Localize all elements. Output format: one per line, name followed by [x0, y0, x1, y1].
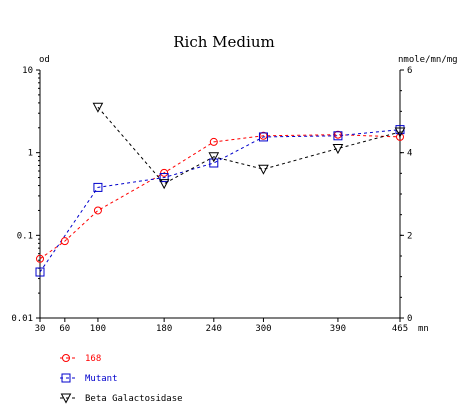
legend-marker: [60, 393, 72, 404]
data-point-series-1: [93, 206, 102, 215]
data-point-series-3: [258, 164, 269, 175]
data-point-series-1: [60, 237, 69, 246]
y-left-axis-label: od: [39, 55, 50, 65]
x-axis-label: mn: [418, 324, 429, 334]
data-point-series-3: [92, 102, 104, 113]
data-point-series-2: [333, 131, 343, 141]
y-right-tick-label: 2: [407, 231, 412, 241]
data-point-series-2: [93, 182, 103, 192]
data-point-series-2: [159, 173, 169, 183]
data-point-series-1: [160, 168, 169, 177]
y-right-tick-label: 6: [407, 66, 412, 76]
legend-label: Beta Galactosidase: [85, 394, 183, 404]
data-point-series-3: [208, 152, 220, 163]
legend: 168 Mutant Beta Galactosidase: [60, 354, 183, 404]
x-tick-label: 465: [392, 324, 408, 334]
series-lines: [39, 106, 401, 273]
y-right-tick-label: 4: [407, 149, 412, 159]
data-point-series-2: [258, 132, 268, 142]
data-point-series-3: [158, 179, 170, 190]
series-markers: [35, 102, 406, 277]
data-point-series-1: [209, 137, 218, 146]
data-point-series-2: [35, 267, 45, 277]
data-point-series-3: [332, 144, 344, 155]
data-point-series-1: [36, 254, 44, 263]
x-tick-label: 30: [35, 324, 46, 334]
x-tick-label: 60: [59, 324, 70, 334]
legend-label: Mutant: [85, 374, 118, 384]
y-left-tick-label: 0.1: [17, 231, 33, 241]
y-left-tick-label: 0.01: [11, 314, 33, 324]
y-left-tick-label: 1: [28, 149, 33, 159]
series-line-1: [39, 134, 401, 260]
series-line-2: [39, 129, 401, 273]
x-tick-label: 180: [156, 324, 172, 334]
chart-title: Rich Medium: [173, 33, 274, 51]
x-tick-label: 100: [90, 324, 106, 334]
series-line-3: [97, 106, 401, 185]
y-right-axis-label: nmole/mn/mg: [398, 55, 458, 65]
y-left-tick-label: 10: [22, 66, 33, 76]
legend-marker: [62, 354, 70, 362]
x-tick-label: 240: [206, 324, 222, 334]
data-point-series-3: [394, 127, 406, 138]
data-point-series-2: [209, 158, 219, 168]
legend-marker: [61, 373, 71, 383]
y-right-tick-label: 0: [407, 314, 412, 324]
legend-label: 168: [85, 354, 101, 364]
x-tick-label: 300: [255, 324, 271, 334]
x-tick-label: 390: [330, 324, 346, 334]
